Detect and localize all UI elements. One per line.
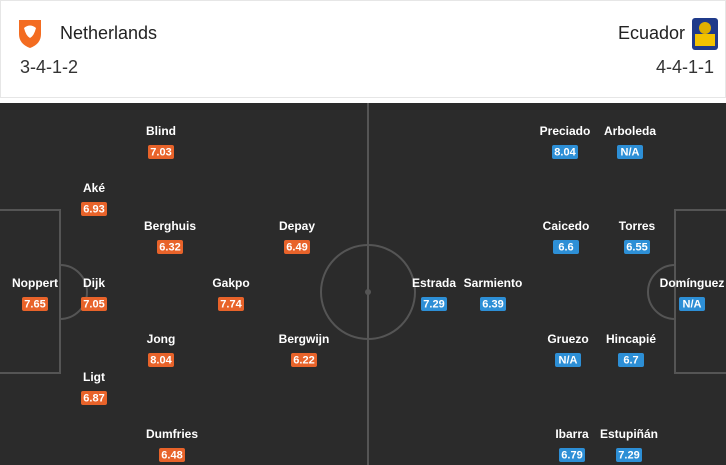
player-rating: 7.74 [220,298,242,310]
rating-badge [618,353,644,367]
player-name: Bergwijn [279,332,330,346]
rating-badge [81,297,107,311]
rating-badge [553,240,579,254]
rating-badge [218,297,244,311]
rating-badge [552,145,578,159]
rating-badge [555,353,581,367]
player-name: Noppert [12,276,58,290]
player-name: Ibarra [555,427,589,441]
player-name: Estrada [412,276,456,290]
player-rating: 6.22 [293,354,314,366]
rating-badge [617,145,643,159]
home-team-name: Netherlands [60,23,157,43]
player-rating: 6.39 [482,298,503,310]
player-name: Sarmiento [464,276,523,290]
rating-badge [284,240,310,254]
player-rating: 6.7 [623,354,638,366]
player-name: Dumfries [146,427,198,441]
rating-badge [679,297,705,311]
rating-badge [157,240,183,254]
home-crest [19,20,41,48]
player-name: Jong [147,332,176,346]
player-rating: 6.93 [83,203,104,215]
rating-badge [559,448,585,462]
rating-badge [148,353,174,367]
player-name: Hincapié [606,332,656,346]
away-crest [692,18,718,50]
player-rating: 6.6 [558,241,573,253]
rating-badge [81,391,107,405]
player-rating: 6.87 [83,392,104,404]
player-rating: 6.48 [161,449,182,461]
player-rating: N/A [683,298,702,310]
rating-badge [624,240,650,254]
player-rating: 6.55 [626,241,647,253]
player-rating: 8.04 [554,146,576,158]
player-rating: N/A [621,146,640,158]
away-formation: 4-4-1-1 [656,57,714,77]
player-name: Blind [146,124,176,138]
pitch [0,103,726,465]
player-name: Arboleda [604,124,656,138]
player-rating: 6.79 [561,449,582,461]
player-name: Gakpo [212,276,249,290]
player-name: Domínguez [660,276,725,290]
player-rating: 6.49 [286,241,307,253]
player-name: Preciado [540,124,591,138]
player-rating: N/A [559,354,578,366]
player-rating: 6.32 [159,241,180,253]
away-team-name: Ecuador [618,23,685,43]
player-name: Berghuis [144,219,196,233]
player-rating: 8.04 [150,354,172,366]
player-rating: 7.05 [83,298,104,310]
rating-badge [480,297,506,311]
player-name: Estupiñán [600,427,658,441]
rating-badge [148,145,174,159]
player-name: Aké [83,181,105,195]
rating-badge [22,297,48,311]
home-formation: 3-4-1-2 [20,57,78,77]
rating-badge [421,297,447,311]
player-rating: 7.65 [24,298,45,310]
player-rating: 7.29 [618,449,639,461]
player-name: Caicedo [543,219,590,233]
player-name: Dijk [83,276,105,290]
player-name: Depay [279,219,315,233]
player-name: Torres [619,219,656,233]
rating-badge [81,202,107,216]
rating-badge [159,448,185,462]
header-box [0,0,726,98]
rating-badge [616,448,642,462]
rating-badge [291,353,317,367]
player-rating: 7.29 [423,298,444,310]
player-name: Ligt [83,370,105,384]
player-rating: 7.03 [150,146,171,158]
player-name: Gruezo [547,332,588,346]
